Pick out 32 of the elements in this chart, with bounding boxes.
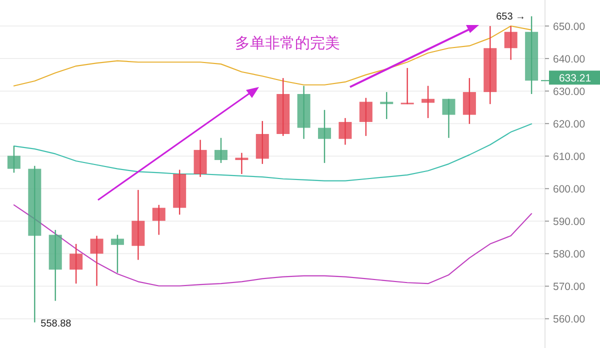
y-tick-label: 620.00: [553, 118, 586, 131]
candlestick: [214, 137, 228, 164]
y-tick-label: 600.00: [553, 184, 586, 196]
y-tick-label: 610.00: [553, 151, 586, 164]
y-tick-label: 630.00: [553, 86, 586, 98]
candlestick: [338, 117, 352, 146]
candlestick: [110, 234, 124, 274]
annotation: 653 →: [496, 11, 526, 22]
candlestick: [90, 235, 104, 286]
candlestick: [504, 25, 518, 60]
candlestick: [7, 145, 20, 174]
candlestick: [152, 204, 166, 236]
line-series: [13, 123, 532, 182]
y-tick-label: 590.00: [553, 216, 586, 228]
y-tick-label: 640.00: [553, 54, 586, 66]
line-series: [13, 25, 532, 86]
candlestick: [462, 77, 476, 125]
y-tick-label: 580.00: [553, 248, 586, 261]
candlestick: [359, 97, 372, 137]
y-tick-label: 650.00: [553, 21, 586, 34]
line-series: [13, 204, 532, 286]
candlestick: [422, 85, 435, 119]
candlestick: [70, 243, 83, 284]
text: 633.21: [558, 72, 592, 85]
candlestick: [235, 152, 248, 175]
text: 多单非常的完美: [235, 35, 340, 52]
y-tick-label: 570.00: [553, 281, 586, 294]
annotation: 558.88: [40, 318, 72, 330]
candlestick: [400, 67, 414, 105]
y-tick-label: 560.00: [553, 314, 586, 326]
candlestick: [318, 109, 332, 164]
candlestick: [442, 98, 456, 138]
